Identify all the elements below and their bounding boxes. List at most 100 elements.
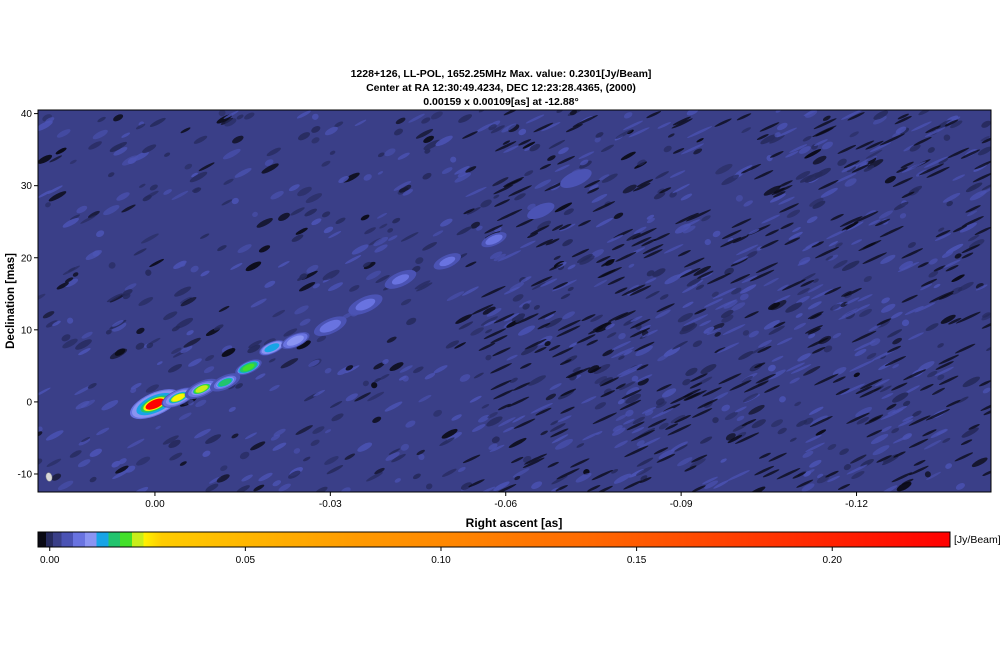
noise-speck [397,152,410,160]
stripe-artifact [578,219,591,227]
noise-speck [392,217,401,224]
contour-level [218,378,232,387]
noise-speck [873,110,889,120]
noise-speck [168,439,181,449]
noise-speck [492,177,509,187]
noise-speck [524,170,534,177]
chart-title-line-2: Center at RA 12:30:49.4234, DEC 12:23:28… [366,82,636,94]
noise-speck [767,364,776,372]
stripe-artifact [533,122,554,133]
stripe-artifact [840,383,865,396]
stripe-artifact [948,317,962,325]
stripe-artifact [946,399,961,408]
noise-speck [833,260,848,269]
stripe-artifact [630,315,643,322]
noise-speck [306,264,319,274]
noise-speck [389,362,404,372]
stripe-artifact [615,251,637,262]
noise-speck [611,427,626,436]
noise-speck [703,326,715,334]
noise-speck [809,197,824,207]
noise-speck [628,263,635,268]
noise-speck [80,215,97,224]
noise-speck [872,445,890,456]
stripe-artifact [768,452,787,462]
noise-speck [305,193,323,204]
stripe-artifact [837,144,857,154]
stripe-artifact [490,335,508,344]
noise-speck [398,375,407,381]
noise-speck [96,230,105,238]
stripe-artifact [827,475,840,483]
noise-speck [750,346,765,355]
stripe-artifact [520,362,532,369]
stripe-artifact [968,424,980,430]
stripe-artifact [588,326,604,335]
stripe-artifact [565,369,584,378]
stripe-artifact [714,347,726,353]
noise-speck [593,363,611,375]
stripe-artifact [944,119,959,127]
noise-speck [682,378,691,386]
noise-speck [554,202,573,213]
noise-speck [512,294,524,302]
stripe-artifact [918,163,945,176]
noise-speck [731,302,746,311]
noise-speck [45,117,55,124]
noise-speck [244,432,258,440]
noise-speck [562,239,573,247]
noise-speck [252,211,258,218]
noise-speck [760,134,777,145]
noise-speck [340,487,351,492]
noise-speck [551,475,568,485]
stripe-artifact [548,344,561,351]
stripe-artifact [892,434,912,444]
noise-speck [414,280,431,290]
noise-speck [379,223,388,229]
stripe-artifact [656,383,672,392]
noise-speck [232,135,244,144]
stripe-artifact [512,382,531,391]
noise-speck [882,455,899,466]
stripe-artifact [811,241,824,248]
noise-speck [311,125,321,133]
noise-speck [374,467,385,475]
stripe-artifact [965,205,981,213]
noise-speck [136,456,151,466]
stripe-artifact [891,382,908,391]
noise-speck [450,156,457,163]
noise-speck [253,484,265,492]
noise-speck [711,291,719,297]
noise-speck [804,149,822,159]
noise-speck [594,402,606,410]
stripe-artifact [701,272,713,279]
stripe-artifact [530,402,553,414]
noise-speck [375,274,390,284]
noise-speck [770,300,787,311]
stripe-artifact [684,257,705,268]
noise-speck [738,351,754,360]
noise-speck [430,111,443,120]
noise-speck [663,346,681,357]
noise-speck [343,172,360,183]
noise-speck [107,172,115,178]
noise-speck [700,364,717,374]
noise-speck [48,191,67,202]
stripe-artifact [901,294,918,303]
noise-speck [121,132,131,138]
stripe-artifact [805,442,825,453]
stripe-artifact [792,471,806,479]
noise-speck [321,160,331,167]
noise-speck [841,221,859,232]
noise-speck [923,439,942,450]
noise-speck [400,443,409,451]
noise-speck [550,420,559,426]
stripe-artifact [983,408,991,416]
noise-speck [655,309,671,319]
intensity-map [38,110,991,492]
noise-speck [841,164,856,173]
noise-speck [735,195,743,202]
noise-speck [686,277,702,287]
stripe-artifact [520,240,536,249]
noise-speck [898,260,914,271]
